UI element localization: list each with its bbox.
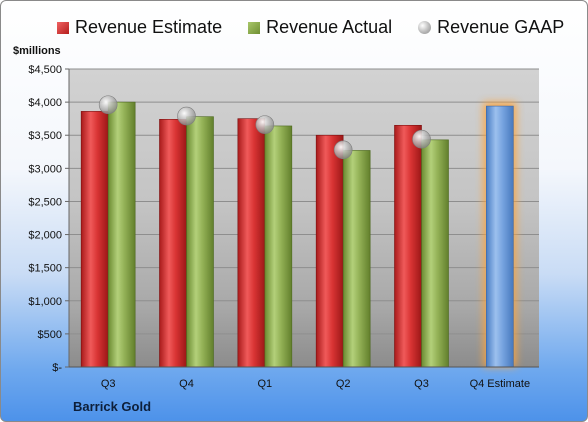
marker-revenue-gaap — [98, 95, 118, 115]
bar-revenue-estimate — [237, 118, 266, 368]
y-tick-label: $3,500 — [28, 130, 62, 142]
legend-item-gaap: Revenue GAAP — [418, 17, 564, 38]
marker-revenue-gaap — [255, 115, 275, 134]
legend: Revenue Estimate Revenue Actual Revenue … — [57, 17, 564, 38]
legend-label-actual: Revenue Actual — [266, 17, 393, 37]
y-tick-label: $1,500 — [28, 263, 62, 275]
legend-label-estimate: Revenue Estimate — [75, 17, 223, 37]
x-tick-label: Q4 Estimate — [470, 378, 531, 390]
y-tick-label: $1,000 — [28, 296, 62, 308]
bar-revenue-actual — [342, 150, 371, 368]
y-tick-label: $500 — [38, 329, 62, 341]
legend-swatch-actual — [248, 21, 261, 34]
y-tick-label: $2,500 — [28, 196, 62, 208]
bar-revenue-actual — [421, 139, 449, 368]
legend-swatch-gaap — [418, 21, 432, 34]
plot-area — [69, 69, 539, 367]
x-tick-label: Q3 — [101, 378, 116, 390]
bar-revenue-forecast — [486, 105, 514, 368]
legend-item-actual: Revenue Actual — [248, 17, 392, 38]
legend-swatch-estimate — [57, 21, 69, 34]
bar-revenue-actual — [107, 101, 136, 368]
y-tick-label: $3,000 — [28, 163, 62, 175]
legend-label-gaap: Revenue GAAP — [437, 17, 565, 37]
y-axis-unit-label: $millions — [13, 45, 61, 57]
marker-revenue-gaap — [333, 140, 353, 160]
marker-revenue-gaap — [177, 106, 196, 126]
y-tick-label: $4,500 — [28, 64, 62, 76]
y-tick-label: $2,000 — [28, 230, 62, 242]
y-tick-label: $4,000 — [28, 97, 62, 109]
x-tick-label: Q4 — [179, 378, 194, 390]
bar-revenue-actual — [186, 116, 214, 368]
company-name: Barrick Gold — [73, 399, 152, 414]
x-tick-label: Q1 — [257, 378, 272, 390]
x-tick-label: Q3 — [414, 378, 429, 390]
legend-item-estimate: Revenue Estimate — [57, 17, 222, 38]
x-tick-label: Q2 — [336, 378, 351, 390]
bar-revenue-estimate — [315, 134, 344, 368]
y-tick-label: $- — [52, 362, 62, 374]
bar-revenue-estimate — [159, 119, 187, 368]
bar-revenue-estimate — [80, 111, 109, 368]
bar-revenue-estimate — [394, 124, 422, 368]
bar-revenue-actual — [264, 125, 293, 368]
marker-revenue-gaap — [412, 129, 431, 149]
